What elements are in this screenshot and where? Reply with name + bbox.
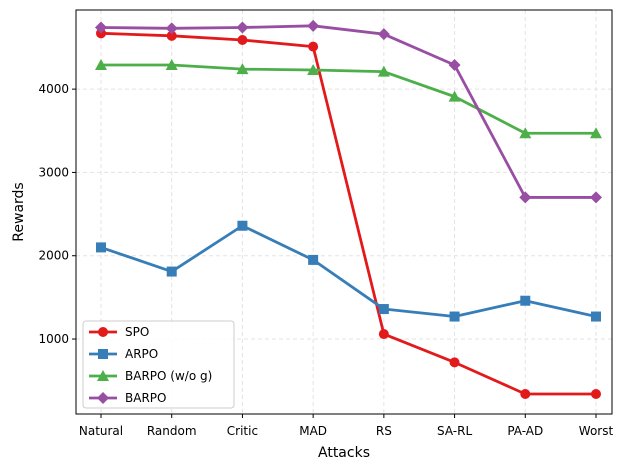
x-tick-label: SA-RL (437, 424, 472, 438)
legend-label: SPO (125, 325, 149, 339)
x-tick-label: Worst (579, 424, 614, 438)
x-axis-label: Attacks (318, 445, 370, 461)
x-tick-label: PA-AD (507, 424, 543, 438)
legend-marker (97, 392, 109, 404)
legend-box (82, 320, 235, 409)
data-point-barpo-w-o-g (519, 127, 532, 139)
legend-label: BARPO (125, 391, 166, 405)
x-tick-label: MAD (299, 424, 327, 438)
data-point-spo (237, 34, 248, 45)
legend-marker (98, 327, 108, 337)
legend-label: ARPO (125, 347, 158, 361)
data-point-barpo-w-o-g (377, 65, 390, 77)
data-point-barpo-w-o-g (236, 63, 249, 75)
x-tick-label: Natural (79, 424, 123, 438)
series-barpo (95, 19, 602, 204)
data-point-barpo-w-o-g (307, 63, 320, 75)
data-point-barpo (377, 28, 390, 41)
data-point-arpo (166, 266, 177, 277)
legend-entry-arpo: ARPO (89, 347, 158, 361)
data-point-barpo-w-o-g (590, 127, 602, 139)
legend-entry-barpo: BARPO (89, 391, 166, 405)
plot-frame (75, 9, 613, 415)
legend-marker (98, 349, 108, 359)
data-point-arpo (449, 311, 460, 322)
series-line-spo (100, 31, 596, 396)
y-tick-label: 3000 (38, 165, 69, 179)
data-point-barpo (590, 191, 602, 204)
data-point-barpo-w-o-g (165, 58, 178, 70)
series-arpo (96, 220, 601, 322)
data-point-arpo (237, 220, 248, 231)
y-tick-label: 2000 (38, 249, 69, 263)
data-point-barpo (448, 58, 461, 71)
data-point-barpo-w-o-g (95, 58, 107, 70)
data-point-spo (378, 329, 389, 340)
data-point-arpo (308, 254, 319, 265)
x-tick-label: Critic (227, 424, 258, 438)
data-point-barpo (519, 191, 532, 204)
legend: SPO ARPO BARPO (w/o g) BARPO (82, 320, 235, 409)
series-barpo-w-o-g (95, 58, 602, 139)
data-point-barpo (95, 21, 107, 34)
data-point-arpo (591, 311, 601, 322)
data-point-barpo (165, 22, 178, 35)
data-point-arpo (520, 295, 531, 306)
data-point-spo (520, 389, 531, 400)
series-line-arpo (100, 224, 597, 318)
legend-entry-spo: SPO (89, 325, 149, 339)
legend-label: BARPO (w/o g) (125, 369, 212, 383)
series-line-barpo (100, 24, 596, 199)
y-axis-label: Rewards (11, 182, 27, 241)
y-tick-label: 4000 (38, 82, 69, 96)
x-tick-label: RS (376, 424, 392, 438)
data-point-barpo (236, 21, 249, 34)
data-point-arpo (96, 242, 106, 253)
data-point-spo (308, 41, 319, 52)
data-point-barpo (307, 19, 320, 32)
data-point-arpo (378, 304, 389, 315)
series-line-barpo-w-o-g (101, 63, 596, 135)
legend-entry-barpo-w-o-g: BARPO (w/o g) (89, 369, 212, 383)
x-tick-label: Random (147, 424, 197, 438)
data-point-barpo-w-o-g (448, 90, 461, 102)
data-point-spo (166, 30, 177, 41)
data-point-spo (591, 389, 601, 400)
data-point-spo (449, 357, 460, 368)
legend-marker (97, 370, 109, 381)
series-layer (95, 19, 602, 400)
tick-layer: Natural Random Critic MAD RS SA-RL PA-AD Worst 1… (38, 82, 613, 438)
y-tick-label: 1000 (38, 332, 69, 346)
